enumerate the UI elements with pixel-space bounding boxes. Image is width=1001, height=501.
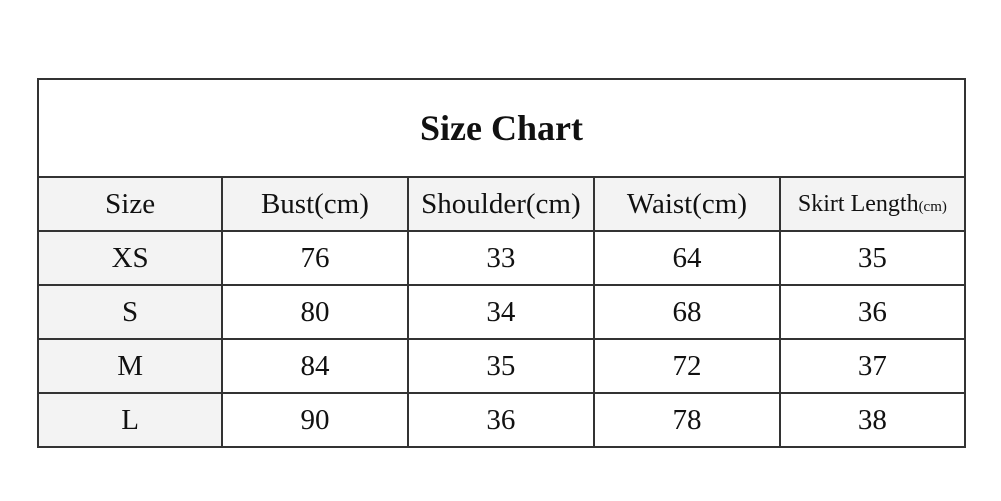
header-unit: (cm) [918, 198, 947, 215]
data-row: M 84 35 72 37 [36, 338, 967, 394]
value-cell: 38 [778, 392, 967, 448]
value-cell: 37 [778, 338, 967, 394]
title-row: Size Chart [37, 78, 966, 178]
value-cell: 33 [406, 230, 596, 286]
value-cell: 35 [406, 338, 596, 394]
data-row: L 90 36 78 38 [36, 392, 967, 448]
header-text: Skirt Length [797, 190, 919, 217]
value-cell: 36 [778, 284, 967, 340]
size-table: Size Chart Size Bust(cm) Shoulder(cm) Waist… [36, 78, 967, 448]
data-row: S 80 34 68 36 [36, 284, 967, 340]
header-row: Size Bust(cm) Shoulder(cm) Waist(cm) Skirt L… [36, 176, 967, 232]
header-cell: Waist(cm) [593, 176, 781, 232]
header-cell: Size [36, 176, 224, 232]
table-body: Size Chart Size Bust(cm) Shoulder(cm) Waist… [36, 78, 967, 448]
size-cell: M [36, 338, 224, 394]
header-cell: Shoulder(cm) [406, 176, 596, 232]
value-cell: 36 [406, 392, 596, 448]
header-cell: Bust(cm) [221, 176, 409, 232]
size-cell: S [36, 284, 224, 340]
header-cell: Skirt Length(cm) [778, 176, 967, 232]
data-row: XS 76 33 64 35 [36, 230, 967, 286]
value-cell: 72 [593, 338, 781, 394]
size-cell: XS [36, 230, 224, 286]
value-cell: 76 [221, 230, 409, 286]
value-cell: 35 [778, 230, 967, 286]
size-cell: L [36, 392, 224, 448]
table-title: Size Chart [37, 78, 966, 178]
value-cell: 80 [221, 284, 409, 340]
value-cell: 78 [593, 392, 781, 448]
value-cell: 68 [593, 284, 781, 340]
value-cell: 34 [406, 284, 596, 340]
value-cell: 64 [593, 230, 781, 286]
value-cell: 84 [221, 338, 409, 394]
value-cell: 90 [221, 392, 409, 448]
